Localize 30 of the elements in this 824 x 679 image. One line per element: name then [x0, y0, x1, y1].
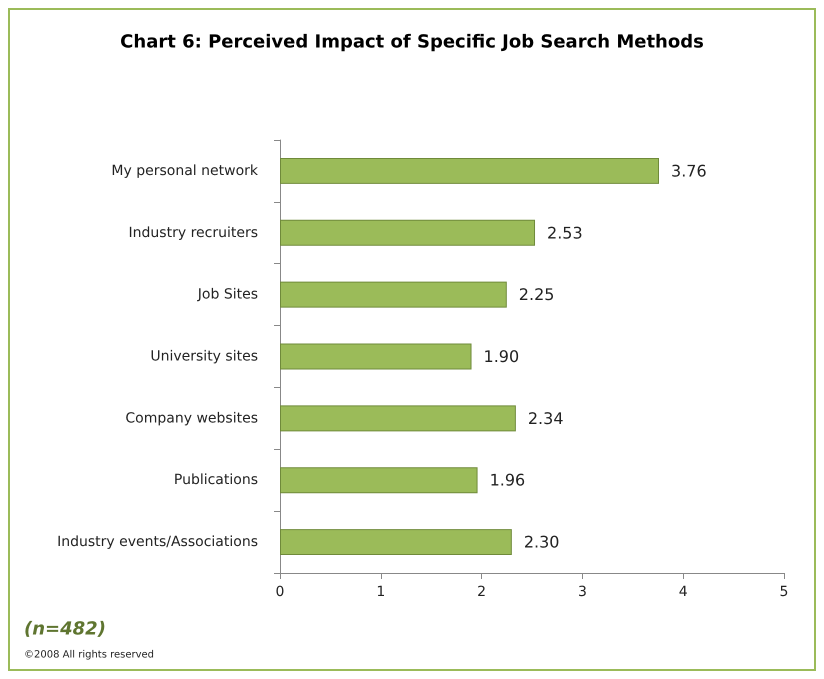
y-tick-label: Publications — [174, 472, 258, 488]
bar — [280, 220, 536, 246]
x-tick-label: 4 — [678, 584, 688, 600]
chart-title: Chart 6: Perceived Impact of Specific Job Search Methods — [120, 32, 704, 52]
data-label: 2.30 — [524, 532, 560, 552]
text: (n=482) — [24, 618, 106, 640]
data-label: 3.76 — [671, 161, 707, 180]
data-label: 2.25 — [518, 285, 554, 304]
x-tick-label: 1 — [376, 584, 386, 600]
data-label: 2.53 — [547, 223, 583, 242]
data-label: 1.96 — [490, 470, 526, 490]
data-label: 2.34 — [528, 408, 564, 428]
data-label: 1.90 — [484, 347, 520, 366]
x-tick-label: 0 — [276, 584, 284, 600]
bar — [280, 467, 478, 494]
x-tick-label: 3 — [578, 584, 587, 600]
x-tick-label: 2 — [477, 584, 486, 600]
x-tick-label: 5 — [780, 584, 788, 600]
text: ©2008 All rights reserved — [24, 650, 154, 660]
bar — [280, 344, 472, 370]
bar — [280, 158, 660, 184]
y-tick-label: Company websites — [125, 410, 258, 426]
y-tick-label: My personal network — [111, 162, 259, 179]
bar — [280, 282, 507, 308]
y-tick-label: University sites — [150, 348, 258, 364]
y-tick-label: Industry events/Associations — [57, 534, 258, 550]
y-tick-label: Job Sites — [196, 286, 258, 303]
bar — [280, 405, 516, 432]
bar — [280, 529, 512, 556]
y-tick-label: Industry recruiters — [128, 224, 258, 241]
